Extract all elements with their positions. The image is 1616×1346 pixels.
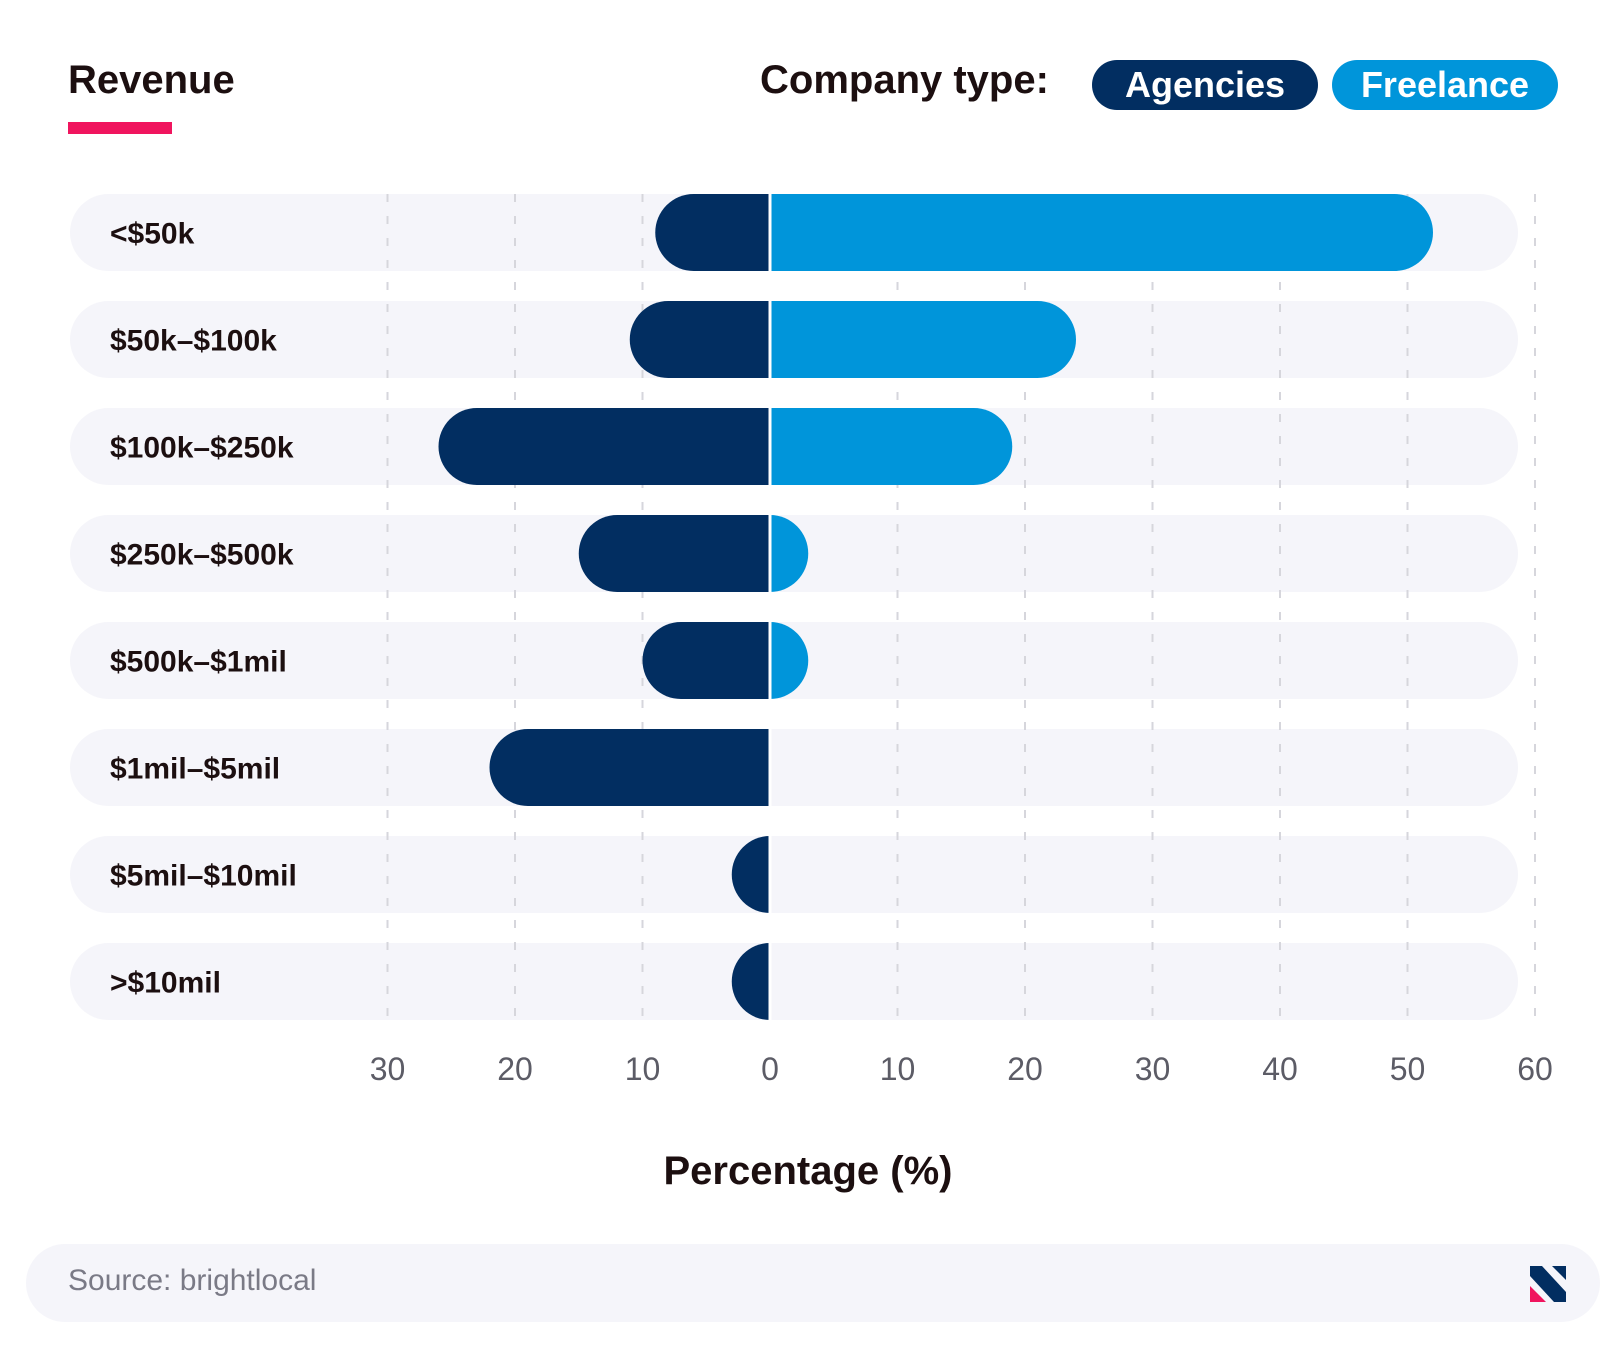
category-label: $50k–$100k bbox=[110, 325, 277, 358]
bar-agencies bbox=[629, 301, 770, 378]
source-text: Source: brightlocal bbox=[68, 1264, 317, 1297]
category-label: $1mil–$5mil bbox=[110, 753, 280, 786]
bar-freelance bbox=[770, 194, 1433, 271]
title-underline bbox=[68, 122, 172, 134]
x-tick-label: 20 bbox=[497, 1051, 533, 1087]
x-tick-label: 20 bbox=[1007, 1051, 1043, 1087]
bar-agencies bbox=[578, 515, 770, 592]
x-tick-label: 60 bbox=[1517, 1051, 1553, 1087]
x-tick-label: 30 bbox=[1135, 1051, 1171, 1087]
category-label: $100k–$250k bbox=[110, 432, 294, 465]
bar-agencies bbox=[642, 622, 770, 699]
legend-label: Company type: bbox=[760, 58, 1049, 102]
bar-freelance bbox=[770, 622, 809, 699]
brightlocal-logo-icon bbox=[1528, 1264, 1568, 1309]
x-tick-label: 50 bbox=[1390, 1051, 1426, 1087]
bar-agencies bbox=[489, 729, 770, 806]
bar-freelance bbox=[770, 515, 809, 592]
bar-agencies bbox=[731, 943, 770, 1020]
x-tick-label: 30 bbox=[370, 1051, 406, 1087]
x-tick-label: 0 bbox=[761, 1051, 779, 1087]
legend-freelance: Freelance bbox=[1332, 60, 1558, 110]
chart-title: Revenue bbox=[68, 58, 235, 102]
bar-agencies bbox=[655, 194, 770, 271]
row-track bbox=[70, 729, 1518, 806]
row-track bbox=[70, 943, 1518, 1020]
bar-freelance bbox=[770, 408, 1013, 485]
category-label: <$50k bbox=[110, 218, 195, 251]
diverging-bar-chart: <$50k $50k–$100k $100k–$250k $250k–$500k $50… bbox=[70, 194, 1553, 1193]
category-label: $500k–$1mil bbox=[110, 646, 287, 679]
bar-agencies bbox=[438, 408, 770, 485]
x-tick-label: 10 bbox=[625, 1051, 661, 1087]
footer-bar bbox=[26, 1244, 1600, 1322]
x-tick-label: 40 bbox=[1262, 1051, 1298, 1087]
category-label: >$10mil bbox=[110, 967, 221, 1000]
row-track bbox=[70, 836, 1518, 913]
legend-agencies: Agencies bbox=[1092, 60, 1318, 110]
bar-agencies bbox=[731, 836, 770, 913]
bar-freelance bbox=[770, 301, 1076, 378]
x-axis-label: Percentage (%) bbox=[664, 1149, 953, 1193]
x-tick-label: 10 bbox=[880, 1051, 916, 1087]
category-label: $250k–$500k bbox=[110, 539, 294, 572]
category-label: $5mil–$10mil bbox=[110, 860, 297, 893]
